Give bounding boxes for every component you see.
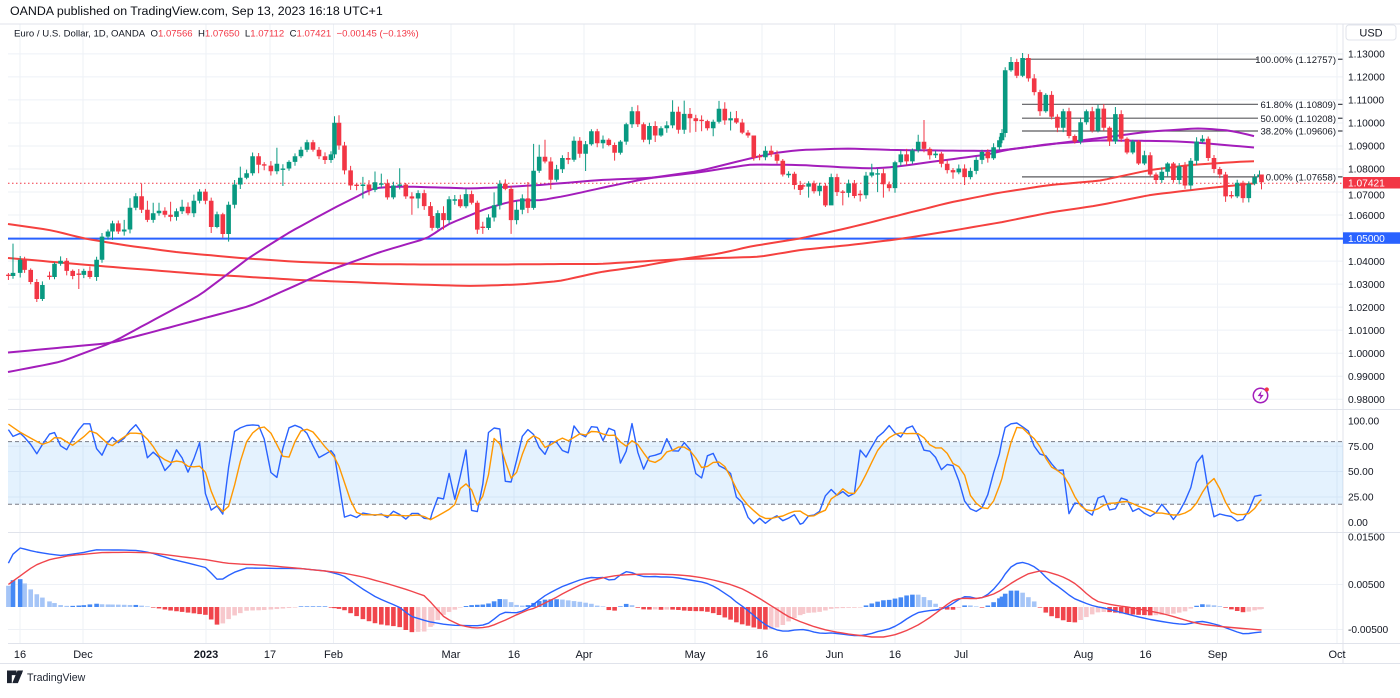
svg-text:38.20% (1.09606): 38.20% (1.09606) [1260, 127, 1336, 138]
svg-text:16: 16 [508, 649, 520, 661]
svg-text:Mar: Mar [442, 649, 461, 661]
svg-text:Euro / U.S. Dollar, 1D, OANDA: Euro / U.S. Dollar, 1D, OANDA O1.07566 H… [14, 29, 419, 40]
svg-text:1.09000: 1.09000 [1348, 142, 1385, 153]
svg-text:May: May [685, 649, 706, 661]
svg-text:16: 16 [889, 649, 901, 661]
svg-text:Sep: Sep [1208, 649, 1228, 661]
svg-text:25.00: 25.00 [1348, 493, 1374, 504]
svg-text:1.04000: 1.04000 [1348, 257, 1385, 268]
svg-text:61.80% (1.10809): 61.80% (1.10809) [1260, 100, 1336, 111]
svg-text:USD: USD [1359, 28, 1382, 40]
svg-text:75.00: 75.00 [1348, 442, 1374, 453]
svg-text:1.10000: 1.10000 [1348, 119, 1385, 130]
svg-text:Apr: Apr [575, 649, 592, 661]
svg-text:50.00: 50.00 [1348, 467, 1374, 478]
svg-text:OANDA published on TradingView: OANDA published on TradingView.com, Sep … [10, 4, 383, 18]
svg-text:Jul: Jul [954, 649, 968, 661]
svg-text:1.00000: 1.00000 [1348, 349, 1385, 360]
svg-text:1.11000: 1.11000 [1348, 96, 1384, 107]
svg-text:1.02000: 1.02000 [1348, 303, 1385, 314]
svg-text:1.05000: 1.05000 [1348, 234, 1385, 245]
svg-text:100.00% (1.12757): 100.00% (1.12757) [1255, 55, 1336, 66]
svg-text:-0.00500: -0.00500 [1348, 625, 1389, 636]
svg-text:50.00% (1.10208): 50.00% (1.10208) [1260, 114, 1336, 125]
svg-text:Dec: Dec [73, 649, 93, 661]
svg-text:1.12000: 1.12000 [1348, 73, 1385, 84]
svg-text:Feb: Feb [324, 649, 343, 661]
svg-text:Aug: Aug [1074, 649, 1094, 661]
svg-text:0.00: 0.00 [1348, 518, 1368, 529]
svg-text:1.07000: 1.07000 [1348, 191, 1385, 202]
svg-text:1.01000: 1.01000 [1348, 326, 1385, 337]
svg-text:1.06000: 1.06000 [1348, 211, 1385, 222]
svg-text:Jun: Jun [826, 649, 844, 661]
svg-text:2023: 2023 [194, 649, 218, 661]
svg-text:0.00% (1.07658): 0.00% (1.07658) [1266, 173, 1336, 184]
svg-text:1.13000: 1.13000 [1348, 50, 1385, 61]
svg-text:0.01500: 0.01500 [1348, 533, 1385, 544]
svg-text:1.07421: 1.07421 [1348, 179, 1385, 190]
svg-text:16: 16 [1139, 649, 1151, 661]
svg-text:1.08000: 1.08000 [1348, 165, 1385, 176]
svg-text:1.03000: 1.03000 [1348, 280, 1385, 291]
svg-text:16: 16 [756, 649, 768, 661]
svg-text:0.00500: 0.00500 [1348, 580, 1385, 591]
svg-text:16: 16 [14, 649, 26, 661]
svg-text:0.98000: 0.98000 [1348, 395, 1385, 406]
svg-text:100.00: 100.00 [1348, 417, 1379, 428]
svg-text:0.99000: 0.99000 [1348, 372, 1385, 383]
svg-text:TradingView: TradingView [27, 672, 86, 684]
svg-text:17: 17 [264, 649, 276, 661]
svg-text:Oct: Oct [1328, 649, 1345, 661]
